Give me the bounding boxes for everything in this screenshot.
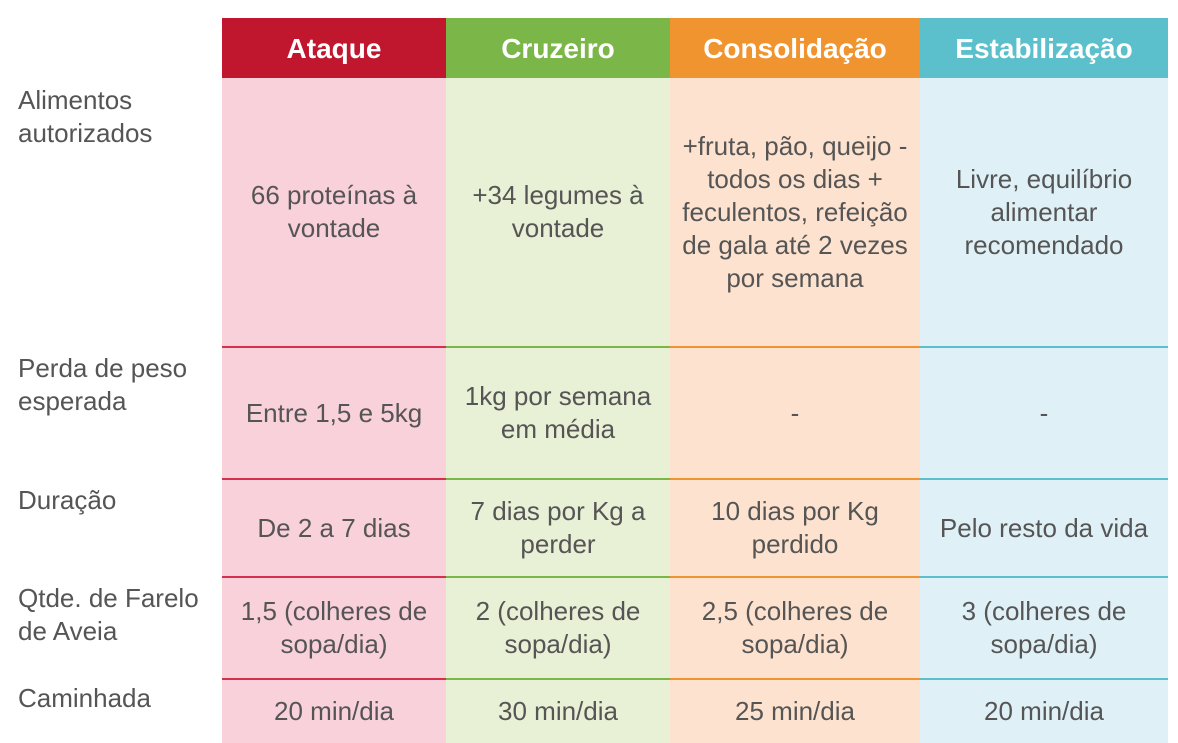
table-cell: 1,5 (colheres de sopa/dia) — [222, 576, 446, 678]
header-estabilizacao: Estabilização — [920, 18, 1168, 78]
row-label: Caminhada — [0, 678, 222, 743]
header-empty-cell — [0, 18, 222, 78]
header-cruzeiro: Cruzeiro — [446, 18, 670, 78]
table-cell: 10 dias por Kg perdido — [670, 478, 920, 576]
table-cell: 66 proteínas à vontade — [222, 78, 446, 346]
table-row: Qtde. de Farelo de Aveia 1,5 (colheres d… — [0, 576, 1178, 678]
table-cell: 7 dias por Kg a perder — [446, 478, 670, 576]
table-cell: 20 min/dia — [222, 678, 446, 743]
table-cell: De 2 a 7 dias — [222, 478, 446, 576]
table-row: Caminhada 20 min/dia 30 min/dia 25 min/d… — [0, 678, 1178, 743]
table-cell: 25 min/dia — [670, 678, 920, 743]
row-label: Alimentos autorizados — [0, 78, 222, 346]
table-cell: 2,5 (colheres de sopa/dia) — [670, 576, 920, 678]
table-cell: Entre 1,5 e 5kg — [222, 346, 446, 478]
table-cell: 30 min/dia — [446, 678, 670, 743]
table-row: Alimentos autorizados 66 proteínas à von… — [0, 78, 1178, 346]
row-label: Perda de peso esperada — [0, 346, 222, 478]
table-cell: 3 (colheres de sopa/dia) — [920, 576, 1168, 678]
table-cell: - — [670, 346, 920, 478]
table-cell: Pelo resto da vida — [920, 478, 1168, 576]
row-label: Duração — [0, 478, 222, 576]
table-row: Duração De 2 a 7 dias 7 dias por Kg a pe… — [0, 478, 1178, 576]
row-label: Qtde. de Farelo de Aveia — [0, 576, 222, 678]
header-consolidacao: Consolidação — [670, 18, 920, 78]
table-cell: +fruta, pão, queijo - todos os dias + fe… — [670, 78, 920, 346]
table-row: Perda de peso esperada Entre 1,5 e 5kg 1… — [0, 346, 1178, 478]
table-cell: 1kg por semana em média — [446, 346, 670, 478]
table-cell: 2 (colheres de sopa/dia) — [446, 576, 670, 678]
table-header-row: Ataque Cruzeiro Consolidação Estabilizaç… — [0, 18, 1178, 78]
table-cell: 20 min/dia — [920, 678, 1168, 743]
table-cell: - — [920, 346, 1168, 478]
table-cell: +34 legumes à vontade — [446, 78, 670, 346]
table-cell: Livre, equilíbrio alimentar recomendado — [920, 78, 1168, 346]
header-ataque: Ataque — [222, 18, 446, 78]
